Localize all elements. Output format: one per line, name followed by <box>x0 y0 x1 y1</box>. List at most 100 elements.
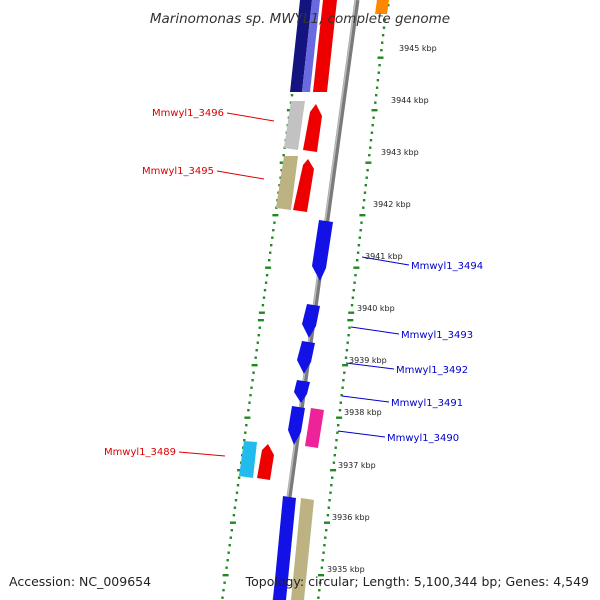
outer-tick <box>375 94 378 97</box>
outer-tick <box>345 349 349 352</box>
gene-arrow-red-3496[interactable] <box>303 104 322 152</box>
outer-tick <box>336 416 343 419</box>
kbp-label: 3943 kbp <box>381 148 419 157</box>
inner-tick <box>227 551 230 554</box>
gene-block-orange[interactable] <box>375 0 389 14</box>
gene-block-khaki-bottom[interactable] <box>291 498 314 600</box>
outer-tick <box>340 394 343 397</box>
gene-block-magenta[interactable] <box>305 408 324 448</box>
outer-tick <box>378 64 381 67</box>
gene-label-forward[interactable]: Mmwyl1_3495 <box>142 166 214 177</box>
inner-tick <box>234 499 238 502</box>
inner-tick <box>236 484 240 487</box>
inner-tick <box>235 491 239 494</box>
outer-tick <box>353 266 360 269</box>
inner-tick <box>245 424 248 427</box>
inner-tick <box>255 349 258 352</box>
gene-block-navy[interactable] <box>290 0 312 92</box>
inner-tick <box>232 514 236 517</box>
inner-tick <box>237 476 241 479</box>
gene-label-forward[interactable]: Mmwyl1_3489 <box>104 447 176 458</box>
outer-tick <box>318 574 324 577</box>
outer-tick <box>350 304 354 307</box>
outer-tick <box>329 491 332 494</box>
outer-tick <box>347 334 350 337</box>
inner-tick <box>272 229 275 232</box>
gene-label-reverse[interactable]: Mmwyl1_3494 <box>411 261 483 272</box>
outer-tick <box>371 109 378 112</box>
gene-block-gray[interactable] <box>284 101 305 150</box>
outer-tick <box>362 199 366 202</box>
inner-tick <box>263 289 267 292</box>
gene-arrow-red-3489[interactable] <box>257 444 274 480</box>
outer-tick <box>346 341 349 344</box>
gene-block-red-top[interactable] <box>313 0 337 92</box>
gene-block-khaki-3495[interactable] <box>276 156 298 210</box>
outer-tick <box>322 551 325 554</box>
inner-tick <box>247 409 250 412</box>
outer-tick <box>375 86 379 89</box>
outer-tick-ring <box>317 4 390 599</box>
gene-arrow-blue-3493[interactable] <box>302 304 320 338</box>
label-leaders <box>178 112 410 457</box>
inner-tick <box>270 244 273 247</box>
outer-tick <box>321 559 324 562</box>
gene-arrow-red-3495[interactable] <box>293 159 314 212</box>
kbp-label: 3937 kbp <box>338 461 376 470</box>
kbp-label: 3941 kbp <box>365 252 403 261</box>
outer-tick <box>365 176 368 179</box>
outer-tick <box>380 49 383 52</box>
gene-features <box>239 0 389 600</box>
gene-block-cyan-3489[interactable] <box>239 441 257 478</box>
outer-tick <box>381 41 384 44</box>
inner-tick <box>222 574 229 577</box>
gene-arrow-blue-3491[interactable] <box>294 380 310 403</box>
outer-tick <box>377 71 380 74</box>
gene-block-blue[interactable] <box>302 0 320 92</box>
outer-tick <box>326 514 330 517</box>
outer-tick <box>338 409 342 412</box>
inner-tick <box>222 589 225 592</box>
outer-tick <box>372 116 375 119</box>
outer-tick <box>341 386 344 389</box>
outer-tick <box>366 169 369 172</box>
kbp-label: 3945 kbp <box>399 44 437 53</box>
outer-tick <box>330 484 333 487</box>
kbp-scale: 3945 kbp 3944 kbp 3943 kbp 3942 kbp 3941 kbp… <box>327 44 437 574</box>
label-leader <box>337 430 386 438</box>
inner-tick <box>257 319 264 322</box>
kbp-label: 3936 kbp <box>332 513 370 522</box>
inner-tick <box>268 259 271 262</box>
outer-tick <box>369 139 373 142</box>
gene-label-reverse[interactable]: Mmwyl1_3492 <box>396 365 468 376</box>
inner-tick <box>269 251 272 254</box>
inner-tick <box>254 356 257 359</box>
inner-tick <box>279 176 282 179</box>
inner-tick <box>278 184 281 187</box>
inner-tick <box>248 401 251 404</box>
gene-block-blue-bottom[interactable] <box>273 496 296 600</box>
gene-label-reverse[interactable]: Mmwyl1_3493 <box>401 330 473 341</box>
inner-tick <box>230 529 233 532</box>
outer-tick <box>335 439 338 442</box>
gene-arrow-blue-3492[interactable] <box>297 341 315 374</box>
label-leader <box>345 362 395 370</box>
outer-tick <box>377 56 384 59</box>
gene-label-forward[interactable]: Mmwyl1_3496 <box>152 108 224 119</box>
kbp-label: 3940 kbp <box>357 304 395 313</box>
gene-label-reverse[interactable]: Mmwyl1_3490 <box>387 433 459 444</box>
gene-label-reverse[interactable]: Mmwyl1_3491 <box>391 398 463 409</box>
outer-tick <box>324 521 330 524</box>
inner-tick <box>256 341 259 344</box>
gene-arrow-blue-3490[interactable] <box>288 406 305 445</box>
inner-tick <box>265 266 272 269</box>
inner-tick <box>271 236 274 239</box>
gene-arrow-blue-3494[interactable] <box>312 220 333 281</box>
outer-tick <box>357 244 361 247</box>
inner-tick <box>229 521 236 524</box>
outer-tick <box>344 356 348 359</box>
outer-tick <box>317 596 320 599</box>
outer-tick <box>363 191 367 194</box>
inner-tick <box>257 334 260 337</box>
inner-tick <box>272 214 279 217</box>
